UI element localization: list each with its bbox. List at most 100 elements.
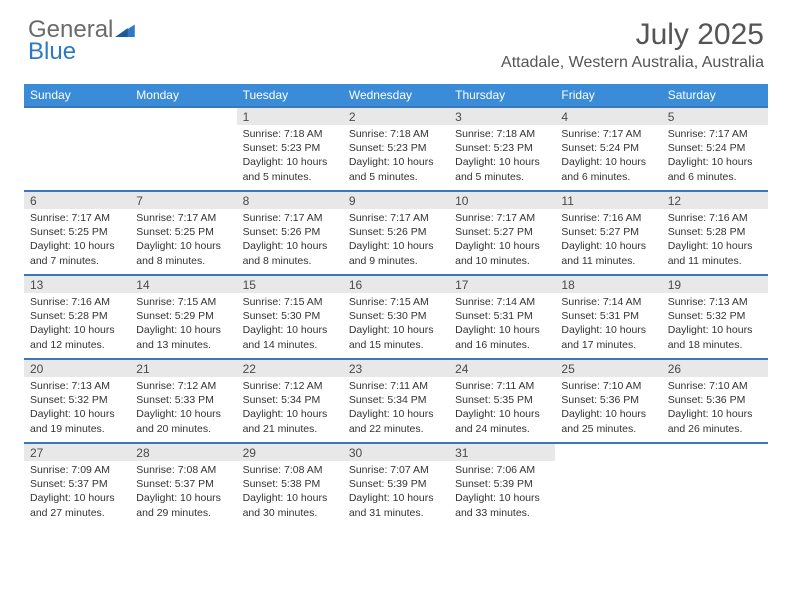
day-number-row: 2728293031: [24, 443, 768, 461]
sunset-line: Sunset: 5:33 PM: [136, 393, 230, 407]
day-number-cell: 9: [343, 191, 449, 209]
day-number-cell: 14: [130, 275, 236, 293]
daylight-line: Daylight: 10 hours and 20 minutes.: [136, 407, 230, 435]
day-content-cell: Sunrise: 7:08 AMSunset: 5:37 PMDaylight:…: [130, 461, 236, 527]
daylight-line: Daylight: 10 hours and 18 minutes.: [668, 323, 762, 351]
day-content-row: Sunrise: 7:16 AMSunset: 5:28 PMDaylight:…: [24, 293, 768, 359]
day-number-cell: 17: [449, 275, 555, 293]
day-content-cell: Sunrise: 7:14 AMSunset: 5:31 PMDaylight:…: [449, 293, 555, 359]
sunset-line: Sunset: 5:30 PM: [349, 309, 443, 323]
sunrise-line: Sunrise: 7:12 AM: [136, 379, 230, 393]
sunrise-line: Sunrise: 7:17 AM: [349, 211, 443, 225]
day-number-cell: 4: [555, 107, 661, 125]
sunset-line: Sunset: 5:27 PM: [455, 225, 549, 239]
sunset-line: Sunset: 5:31 PM: [455, 309, 549, 323]
daylight-line: Daylight: 10 hours and 7 minutes.: [30, 239, 124, 267]
weekday-header: Sunday: [24, 84, 130, 107]
sunset-line: Sunset: 5:24 PM: [668, 141, 762, 155]
day-content-cell: Sunrise: 7:15 AMSunset: 5:29 PMDaylight:…: [130, 293, 236, 359]
day-content-cell: Sunrise: 7:10 AMSunset: 5:36 PMDaylight:…: [662, 377, 768, 443]
daylight-line: Daylight: 10 hours and 26 minutes.: [668, 407, 762, 435]
sunset-line: Sunset: 5:32 PM: [30, 393, 124, 407]
sunset-line: Sunset: 5:32 PM: [668, 309, 762, 323]
daylight-line: Daylight: 10 hours and 12 minutes.: [30, 323, 124, 351]
day-content-cell: Sunrise: 7:09 AMSunset: 5:37 PMDaylight:…: [24, 461, 130, 527]
sunrise-line: Sunrise: 7:16 AM: [668, 211, 762, 225]
day-number-cell: 16: [343, 275, 449, 293]
sunrise-line: Sunrise: 7:08 AM: [136, 463, 230, 477]
sunrise-line: Sunrise: 7:09 AM: [30, 463, 124, 477]
daylight-line: Daylight: 10 hours and 24 minutes.: [455, 407, 549, 435]
day-content-cell: Sunrise: 7:13 AMSunset: 5:32 PMDaylight:…: [24, 377, 130, 443]
day-number-cell: 13: [24, 275, 130, 293]
sunset-line: Sunset: 5:28 PM: [30, 309, 124, 323]
daylight-line: Daylight: 10 hours and 5 minutes.: [455, 155, 549, 183]
daylight-line: Daylight: 10 hours and 8 minutes.: [136, 239, 230, 267]
day-content-cell: [662, 461, 768, 527]
day-number-cell: 8: [237, 191, 343, 209]
daylight-line: Daylight: 10 hours and 29 minutes.: [136, 491, 230, 519]
day-content-cell: Sunrise: 7:17 AMSunset: 5:24 PMDaylight:…: [662, 125, 768, 191]
day-content-row: Sunrise: 7:13 AMSunset: 5:32 PMDaylight:…: [24, 377, 768, 443]
sunset-line: Sunset: 5:26 PM: [243, 225, 337, 239]
day-number-cell: 22: [237, 359, 343, 377]
day-content-row: Sunrise: 7:09 AMSunset: 5:37 PM Daylight:…: [24, 461, 768, 527]
daylight-line: Daylight: 10 hours and 8 minutes.: [243, 239, 337, 267]
day-number-cell: 5: [662, 107, 768, 125]
sunrise-line: Sunrise: 7:14 AM: [455, 295, 549, 309]
calendar-body: 12345Sunrise: 7:18 AMSunset: 5:23 PMDayl…: [24, 107, 768, 527]
sunset-line: Sunset: 5:31 PM: [561, 309, 655, 323]
sunrise-line: Sunrise: 7:13 AM: [668, 295, 762, 309]
daylight-line: Daylight: 10 hours and 33 minutes.: [455, 491, 549, 519]
sunrise-line: Sunrise: 7:15 AM: [243, 295, 337, 309]
sunset-line: Sunset: 5:35 PM: [455, 393, 549, 407]
day-number-cell: 21: [130, 359, 236, 377]
sunset-line: Sunset: 5:30 PM: [243, 309, 337, 323]
day-number-cell: [662, 443, 768, 461]
day-content-cell: Sunrise: 7:17 AMSunset: 5:25 PMDaylight:…: [24, 209, 130, 275]
sunset-line: Sunset: 5:27 PM: [561, 225, 655, 239]
sunrise-line: Sunrise: 7:07 AM: [349, 463, 443, 477]
day-content-cell: Sunrise: 7:15 AMSunset: 5:30 PMDaylight:…: [237, 293, 343, 359]
calendar-table: Sunday Monday Tuesday Wednesday Thursday…: [24, 84, 768, 527]
header: GeneralBlue July 2025 Attadale, Western …: [0, 0, 792, 78]
day-number-cell: 20: [24, 359, 130, 377]
day-number-cell: 2: [343, 107, 449, 125]
daylight-line: Daylight: 10 hours and 5 minutes.: [349, 155, 443, 183]
sunset-line: Sunset: 5:26 PM: [349, 225, 443, 239]
day-content-cell: Sunrise: 7:17 AMSunset: 5:25 PMDaylight:…: [130, 209, 236, 275]
page-title: July 2025: [501, 18, 764, 52]
day-number-row: 20212223242526: [24, 359, 768, 377]
day-number-cell: 27: [24, 443, 130, 461]
sunset-line: Sunset: 5:37 PM: [30, 477, 124, 491]
sunrise-line: Sunrise: 7:11 AM: [455, 379, 549, 393]
day-content-cell: Sunrise: 7:17 AMSunset: 5:26 PMDaylight:…: [237, 209, 343, 275]
daylight-line: Daylight: 10 hours and 6 minutes.: [561, 155, 655, 183]
weekday-header: Wednesday: [343, 84, 449, 107]
location-label: Attadale, Western Australia, Australia: [501, 54, 764, 72]
day-number-cell: [555, 443, 661, 461]
day-content-cell: Sunrise: 7:12 AMSunset: 5:34 PMDaylight:…: [237, 377, 343, 443]
day-content-cell: Sunrise: 7:16 AMSunset: 5:28 PMDaylight:…: [662, 209, 768, 275]
weekday-header: Thursday: [449, 84, 555, 107]
sunrise-line: Sunrise: 7:17 AM: [136, 211, 230, 225]
sunrise-line: Sunrise: 7:18 AM: [455, 127, 549, 141]
daylight-line: Daylight: 10 hours and 10 minutes.: [455, 239, 549, 267]
day-content-cell: Sunrise: 7:18 AMSunset: 5:23 PMDaylight:…: [449, 125, 555, 191]
title-block: July 2025 Attadale, Western Australia, A…: [501, 18, 764, 72]
sunrise-line: Sunrise: 7:17 AM: [455, 211, 549, 225]
day-content-cell: Sunrise: 7:13 AMSunset: 5:32 PMDaylight:…: [662, 293, 768, 359]
day-number-cell: [130, 107, 236, 125]
sunrise-line: Sunrise: 7:18 AM: [243, 127, 337, 141]
day-content-cell: Sunrise: 7:17 AMSunset: 5:27 PMDaylight:…: [449, 209, 555, 275]
day-number-cell: 25: [555, 359, 661, 377]
sunset-line: Sunset: 5:23 PM: [455, 141, 549, 155]
sunrise-line: Sunrise: 7:17 AM: [668, 127, 762, 141]
day-content-cell: Sunrise: 7:11 AMSunset: 5:35 PMDaylight:…: [449, 377, 555, 443]
weekday-header-row: Sunday Monday Tuesday Wednesday Thursday…: [24, 84, 768, 107]
daylight-line: Daylight: 10 hours and 22 minutes.: [349, 407, 443, 435]
daylight-line: Daylight: 10 hours and 31 minutes.: [349, 491, 443, 519]
day-number-row: 13141516171819: [24, 275, 768, 293]
daylight-line: Daylight: 10 hours and 9 minutes.: [349, 239, 443, 267]
sunrise-line: Sunrise: 7:11 AM: [349, 379, 443, 393]
